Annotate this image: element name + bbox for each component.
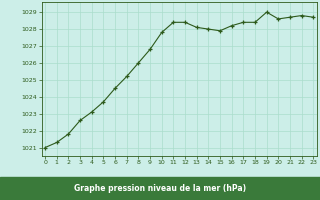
Text: Graphe pression niveau de la mer (hPa): Graphe pression niveau de la mer (hPa) [74, 184, 246, 193]
